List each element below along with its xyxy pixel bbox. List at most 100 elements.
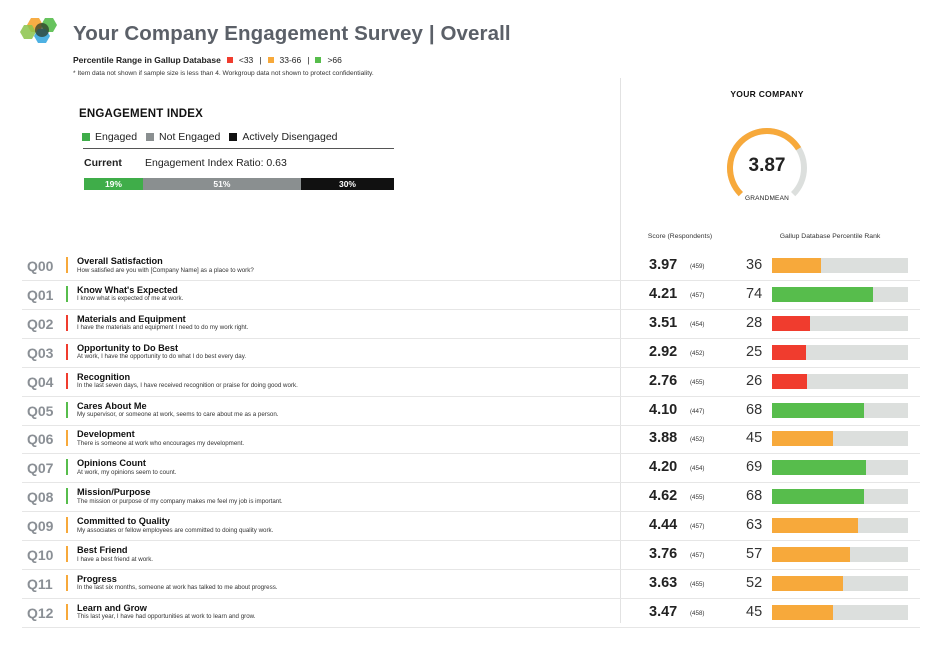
question-id: Q03 [27, 344, 54, 361]
question-score: 4.44 [649, 517, 678, 534]
disengaged-segment: 30% [300, 178, 394, 190]
question-respondents: (454) [690, 320, 705, 328]
question-id: Q04 [27, 373, 54, 390]
grandmean-gauge [727, 128, 807, 197]
percentile-bar-fill [772, 575, 843, 591]
question-id: Q05 [27, 402, 54, 419]
question-id: Q00 [27, 258, 54, 274]
engagement-index-title: ENGAGEMENT INDEX [79, 108, 203, 120]
question-row: Q04 Recognition In the last seven days, I … [22, 367, 920, 397]
percentile-rank: 52 [746, 574, 763, 591]
legend-swatch-low [226, 57, 233, 63]
percentile-tick [66, 285, 68, 302]
question-respondents: (457) [690, 552, 705, 559]
engagement-legend-disengaged: Actively Disengaged [229, 131, 338, 143]
percentile-rank: 68 [746, 401, 763, 418]
question-name: Recognition [77, 371, 131, 382]
question-score: 3.88 [649, 430, 678, 447]
note-text: Item data not shown if sample size is le… [77, 70, 374, 77]
percentile-bar-fill [772, 286, 873, 302]
page-title: Your Company Engagement Survey | Overall [73, 22, 511, 45]
percentile-bar-fill [772, 547, 850, 562]
question-row: Q09 Committed to Quality My associates or … [22, 511, 920, 542]
question-description: In the last six months, someone at work … [77, 584, 278, 592]
percentile-rank: 63 [746, 517, 763, 534]
question-row: Q07 Opinions Count At work, my opinions se… [22, 453, 920, 484]
question-row: Q12 Learn and Grow This last year, I have … [22, 598, 920, 628]
question-name: Materials and Equipment [77, 313, 186, 324]
question-name: Development [77, 429, 135, 440]
percentile-rank: 36 [746, 257, 763, 273]
percentile-bar [772, 373, 908, 389]
question-score: 3.51 [649, 314, 678, 331]
question-description: At work, I have the opportunity to do wh… [77, 353, 247, 361]
percentile-bar-fill [772, 344, 806, 360]
engagement-bar: 19% 51% 30% [84, 178, 394, 190]
question-respondents: (455) [690, 580, 705, 588]
legend-label-high: >66 [327, 55, 342, 65]
legend-label-mid: 33-66 [279, 55, 302, 65]
question-score: 2.76 [649, 372, 678, 389]
question-description: I have the materials and equipment I nee… [77, 324, 249, 332]
percentile-bar [772, 518, 908, 534]
percentile-tick [66, 603, 68, 620]
legend-separator: | [259, 55, 262, 65]
grandmean-label: GRANDMEAN [744, 195, 790, 202]
question-row: Q08 Mission/Purpose The mission or purpose… [22, 482, 920, 513]
question-respondents: (458) [690, 609, 705, 617]
legend-title: Percentile Range in Gallup Database [73, 55, 221, 65]
percentile-bar [772, 286, 908, 302]
percentile-tick [66, 546, 68, 562]
question-name: Learn and Grow [77, 602, 147, 613]
rank-column-header: Gallup Database Percentile Rank [779, 233, 881, 240]
question-id: Q10 [27, 547, 54, 563]
question-score: 3.63 [649, 574, 678, 591]
question-id: Q08 [27, 489, 54, 506]
question-score: 4.20 [649, 459, 678, 476]
percentile-bar-fill [772, 604, 834, 620]
percentile-bar [772, 489, 908, 505]
question-respondents: (457) [690, 291, 705, 299]
question-score: 3.47 [649, 603, 678, 620]
question-row: Q05 Cares About Me My supervisor, or someo… [22, 396, 920, 426]
question-description: There is someone at work who encourages … [77, 439, 245, 447]
question-id: Q12 [27, 604, 54, 621]
percentile-tick [66, 343, 68, 360]
percentile-tick [66, 372, 68, 389]
percentile-bar [772, 402, 908, 418]
not-engaged-segment: 51% [142, 178, 301, 190]
question-name: Progress [77, 573, 117, 584]
question-description: This last year, I have had opportunities… [77, 613, 256, 621]
percentile-rank: 57 [746, 546, 763, 562]
question-description: I know what is expected of me at work. [77, 295, 184, 303]
question-name: Opinions Count [77, 458, 146, 469]
current-label: Current [84, 157, 122, 169]
question-score: 3.76 [649, 546, 678, 562]
question-id: Q02 [27, 315, 54, 332]
question-name: Best Friend [77, 545, 128, 555]
question-score: 4.10 [649, 401, 678, 418]
note-asterisk: * [73, 70, 78, 77]
question-row: Q02 Materials and Equipment I have the mat… [22, 309, 920, 339]
engaged-segment: 19% [84, 178, 143, 190]
percentile-bar [772, 258, 908, 273]
gauge-fill [727, 128, 802, 197]
confidentiality-note: * Item data not shown if sample size is … [73, 70, 374, 77]
engagement-legend-engaged: Engaged [82, 131, 137, 143]
question-score: 3.97 [649, 257, 678, 273]
question-row: Q10 Best Friend I have a best friend at wo… [22, 540, 920, 570]
percentile-bar [772, 431, 908, 447]
question-description: I have a best friend at work. [77, 555, 154, 563]
question-respondents: (457) [690, 523, 705, 531]
question-description: In the last seven days, I have received … [77, 382, 298, 390]
question-row: Q11 Progress In the last six months, someo… [22, 569, 920, 599]
disengaged-label: Actively Disengaged [242, 131, 338, 143]
percentile-rank: 68 [746, 488, 763, 505]
percentile-tick [66, 401, 68, 418]
percentile-bar-fill [772, 489, 865, 505]
percentile-bar-fill [772, 431, 834, 447]
column-divider [620, 78, 621, 623]
percentile-bar-fill [772, 373, 808, 389]
percentile-rank: 28 [746, 314, 763, 331]
percentile-bar-fill [772, 402, 865, 418]
